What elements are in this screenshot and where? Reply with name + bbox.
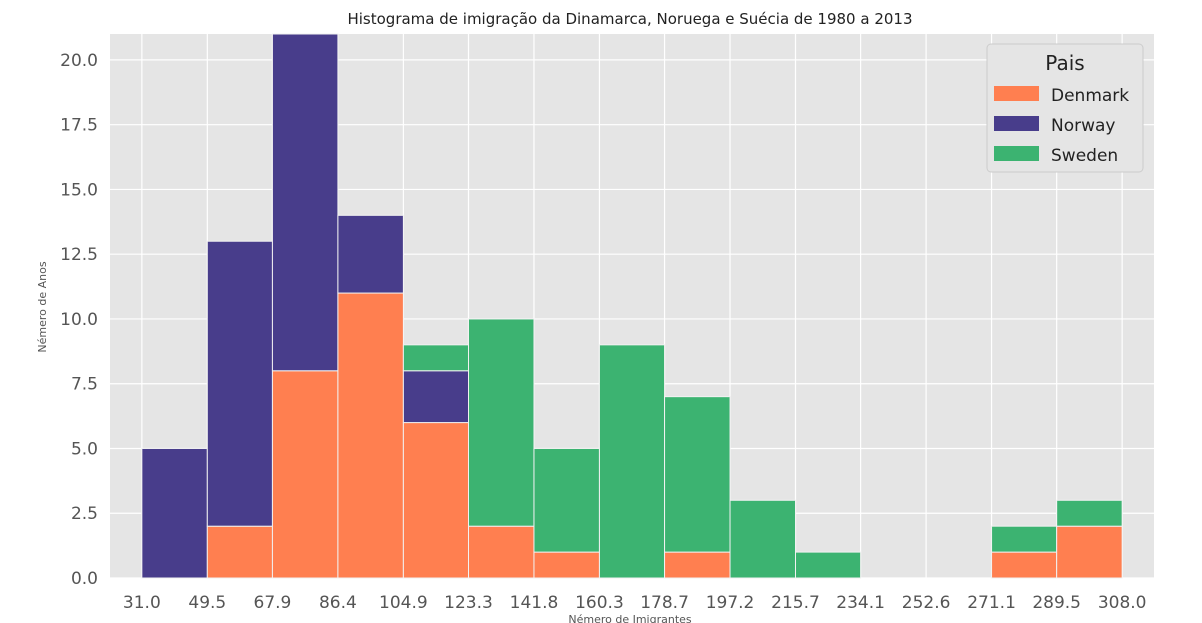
bar-sweden-bin-5 [468,319,533,526]
y-tick-label: 5.0 [71,439,98,459]
y-tick-label: 17.5 [60,116,98,136]
x-tick-label: 123.3 [444,593,493,613]
x-tick-label: 234.1 [836,593,885,613]
bar-denmark-bin-6 [534,552,599,578]
y-axis-ticks: 0.0 2.5 5.0 7.5 10.0 12.5 15.0 17.5 20.0 [60,51,98,589]
legend-label-sweden: Sweden [1051,146,1118,166]
y-tick-label: 15.0 [60,180,98,200]
bar-denmark-bin-8 [665,552,730,578]
bar-norway-bin-2 [272,34,337,371]
bar-denmark-bin-14 [1057,526,1122,578]
y-tick-label: 20.0 [60,51,98,71]
legend-swatch-norway [994,116,1039,131]
x-tick-label: 160.3 [575,593,624,613]
bar-norway-bin-0 [142,448,207,578]
bar-sweden-bin-13 [992,526,1057,552]
x-tick-label: 104.9 [379,593,428,613]
x-tick-label: 67.9 [254,593,292,613]
bar-sweden-bin-7 [599,345,664,578]
bar-sweden-bin-9 [730,500,795,578]
legend-title: Pais [1045,51,1084,75]
legend-label-norway: Norway [1051,116,1116,136]
legend-swatch-denmark [994,86,1039,101]
bar-sweden-bin-4 [403,345,468,371]
x-tick-label: 215.7 [771,593,820,613]
legend-label-denmark: Denmark [1051,86,1129,106]
bar-denmark-bin-2 [272,371,337,578]
x-tick-label: 86.4 [319,593,357,613]
bar-norway-bin-3 [338,215,403,293]
y-tick-label: 0.0 [71,569,98,589]
y-tick-label: 7.5 [71,375,98,395]
x-tick-label: 49.5 [188,593,226,613]
x-axis-label: Némero de Imigrantes [568,613,692,623]
x-tick-label: 289.5 [1032,593,1081,613]
bar-denmark-bin-1 [207,526,272,578]
x-tick-label: 31.0 [123,593,161,613]
x-tick-label: 271.1 [967,593,1016,613]
x-axis-ticks: 31.0 49.5 67.9 86.4 104.9 123.3 141.8 160.3 178.… [123,593,1147,613]
bar-norway-bin-1 [207,241,272,526]
y-tick-label: 10.0 [60,310,98,330]
bar-sweden-bin-8 [665,397,730,552]
bar-sweden-bin-6 [534,448,599,552]
legend-swatch-sweden [994,146,1039,161]
bar-denmark-bin-13 [992,552,1057,578]
bar-denmark-bin-5 [468,526,533,578]
y-tick-label: 2.5 [71,504,98,524]
bar-norway-bin-4 [403,371,468,423]
legend: Pais Denmark Norway Sweden [987,44,1143,172]
x-tick-label: 308.0 [1098,593,1147,613]
chart-title: Histograma de imigração da Dinamarca, No… [347,10,912,28]
bar-denmark-bin-3 [338,293,403,578]
y-tick-label: 12.5 [60,245,98,265]
bar-sweden-bin-14 [1057,500,1122,526]
x-tick-label: 178.7 [640,593,689,613]
y-axis-label: Némero de Anos [36,261,49,352]
bar-sweden-bin-10 [796,552,861,578]
x-tick-label: 197.2 [706,593,755,613]
x-tick-label: 141.8 [510,593,559,613]
bar-denmark-bin-4 [403,423,468,578]
x-tick-label: 252.6 [902,593,951,613]
